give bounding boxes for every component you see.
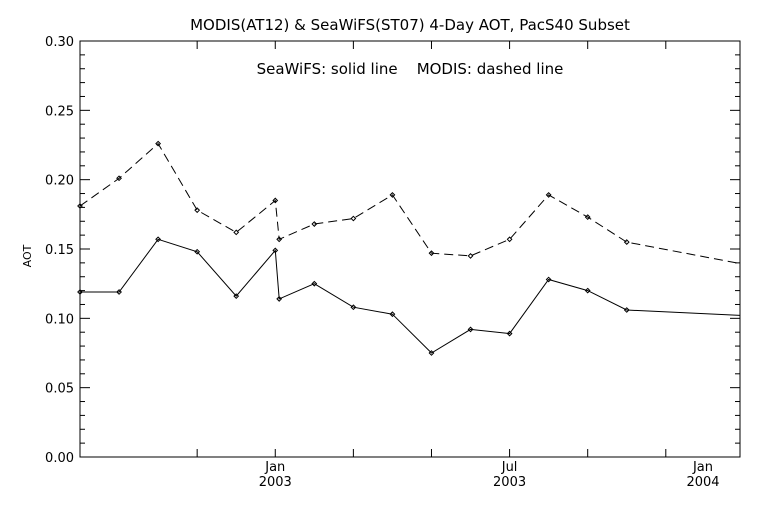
data-point-seawifs [116,289,122,295]
data-point-modis [116,175,122,182]
data-point-modis [350,215,357,222]
data-point-modis [77,203,83,209]
data-point-modis [389,192,396,198]
y-tick-label: 0.20 [45,174,74,189]
x-tick-label-month: Jan [692,460,713,475]
x-tick-label-year: 2004 [686,475,719,490]
data-point-seawifs [506,330,513,337]
data-point-modis [506,236,513,243]
data-point-seawifs [155,236,162,243]
series-line-modis [80,142,740,265]
data-point-seawifs [276,296,283,302]
series-line-seawifs [80,238,740,354]
data-point-seawifs [467,326,474,333]
y-tick-label: 0.05 [45,382,74,397]
chart-title: MODIS(AT12) & SeaWiFS(ST07) 4-Day AOT, P… [190,16,630,34]
data-point-seawifs [77,289,83,295]
y-tick-label: 0.10 [45,312,74,327]
data-point-seawifs [623,307,630,313]
data-point-seawifs [194,248,201,255]
data-point-seawifs [350,304,357,311]
data-point-modis [428,250,435,257]
data-point-modis [272,197,279,204]
data-point-modis [155,140,162,147]
data-point-modis [584,214,591,221]
y-tick-label: 0.15 [45,243,74,258]
data-point-modis [311,221,318,227]
data-point-seawifs [584,287,591,294]
y-tick-label: 0.30 [45,35,74,50]
data-point-modis [623,239,630,245]
data-point-modis [276,236,283,243]
data-point-modis [194,207,201,214]
x-tick-label-month: Jul [501,460,518,475]
series-layer [77,140,740,356]
x-tick-label-year: 2003 [493,475,526,490]
y-tick-label: 0.25 [45,104,74,119]
data-point-seawifs [233,293,240,300]
data-point-modis [233,229,240,236]
data-point-seawifs [389,311,396,318]
x-tick-label-month: Jan [264,460,285,475]
chart-annotation: SeaWiFS: solid line MODIS: dashed line [257,60,564,78]
data-point-seawifs [311,280,318,287]
data-point-seawifs [272,247,279,254]
data-point-modis [545,192,552,198]
data-point-modis [467,253,474,259]
axes: 0.000.050.100.150.200.250.30Jan2003Jul20… [45,35,740,490]
plot-frame [79,40,741,458]
x-tick-label-year: 2003 [259,475,292,490]
data-point-seawifs [545,276,552,283]
data-point-seawifs [428,350,435,356]
y-axis-label: AOT [21,244,34,267]
y-tick-label: 0.00 [45,451,74,466]
